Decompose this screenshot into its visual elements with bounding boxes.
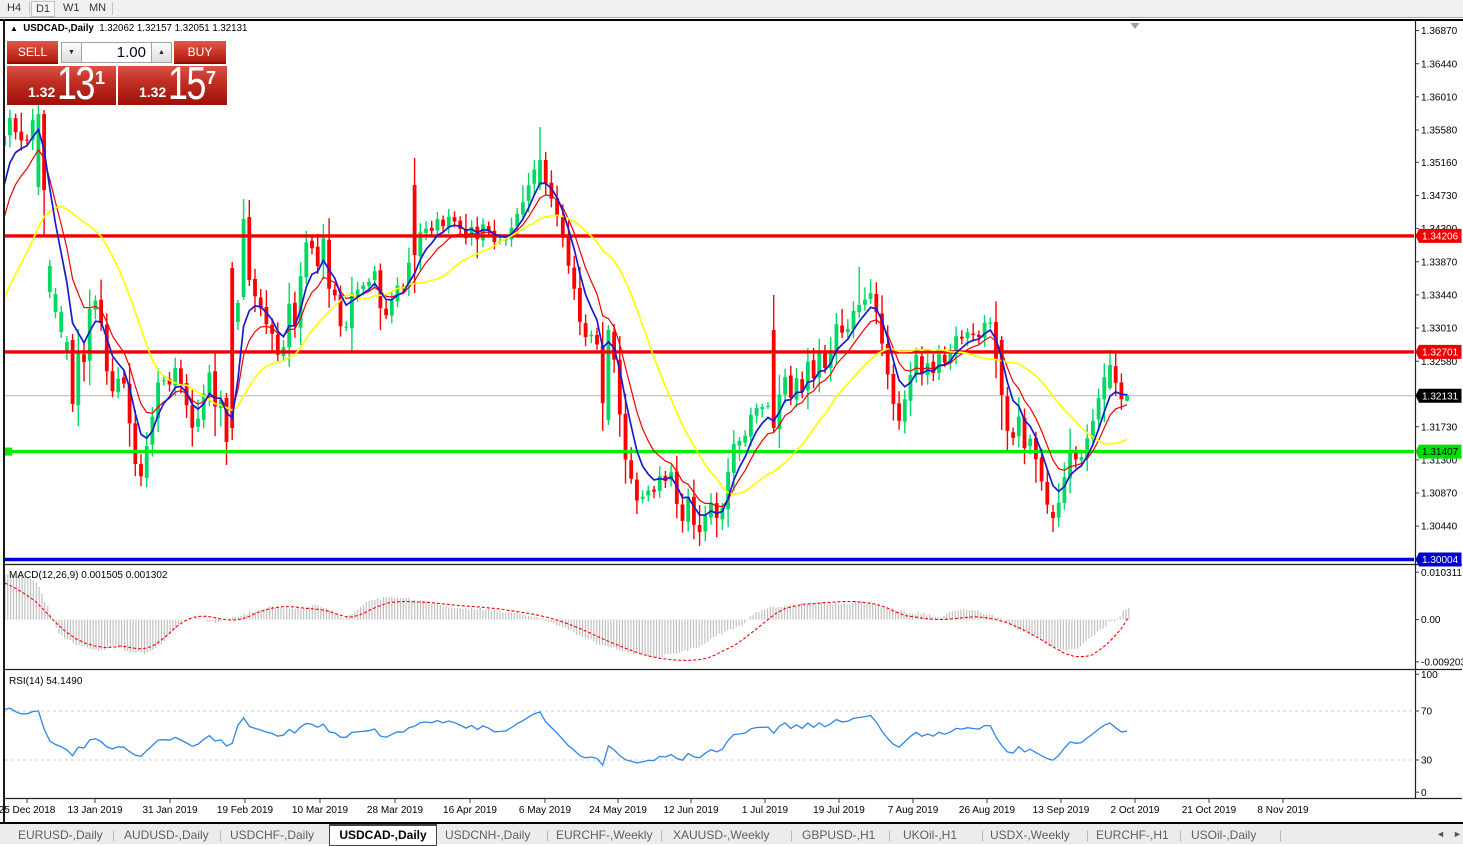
- svg-text:19 Feb 2019: 19 Feb 2019: [217, 805, 274, 816]
- svg-text:1.33440: 1.33440: [1421, 291, 1458, 302]
- svg-text:MACD(12,26,9) 0.001505 0.00130: MACD(12,26,9) 0.001505 0.001302: [9, 570, 168, 581]
- svg-text:16 Apr 2019: 16 Apr 2019: [443, 805, 497, 816]
- svg-text:1.34206: 1.34206: [1422, 232, 1459, 243]
- svg-text:1.36010: 1.36010: [1421, 92, 1458, 103]
- svg-text:-0.009203: -0.009203: [1421, 658, 1463, 669]
- svg-text:70: 70: [1421, 707, 1433, 718]
- svg-text:6 May 2019: 6 May 2019: [519, 805, 572, 816]
- svg-text:0.010311: 0.010311: [1421, 568, 1462, 579]
- svg-text:1.35580: 1.35580: [1421, 126, 1458, 137]
- svg-text:12 Jun 2019: 12 Jun 2019: [663, 805, 718, 816]
- svg-text:1 Jul 2019: 1 Jul 2019: [742, 805, 789, 816]
- svg-text:31 Jan 2019: 31 Jan 2019: [142, 805, 197, 816]
- svg-text:100: 100: [1421, 670, 1438, 681]
- svg-text:10 Mar 2019: 10 Mar 2019: [292, 805, 349, 816]
- svg-text:1.31407: 1.31407: [1422, 447, 1459, 458]
- svg-text:0: 0: [1421, 788, 1427, 799]
- svg-text:28 Mar 2019: 28 Mar 2019: [367, 805, 424, 816]
- svg-text:1.31730: 1.31730: [1421, 422, 1458, 433]
- svg-text:1.33870: 1.33870: [1421, 257, 1458, 268]
- svg-text:1.32701: 1.32701: [1422, 348, 1459, 359]
- svg-text:1.35160: 1.35160: [1421, 158, 1458, 169]
- svg-text:30: 30: [1421, 756, 1433, 767]
- svg-text:26 Aug 2019: 26 Aug 2019: [959, 805, 1016, 816]
- svg-text:1.36440: 1.36440: [1421, 59, 1458, 70]
- svg-text:1.32580: 1.32580: [1421, 357, 1458, 368]
- svg-text:24 May 2019: 24 May 2019: [589, 805, 647, 816]
- svg-text:19 Jul 2019: 19 Jul 2019: [813, 805, 865, 816]
- svg-text:1.36870: 1.36870: [1421, 26, 1458, 37]
- svg-text:13 Sep 2019: 13 Sep 2019: [1033, 805, 1090, 816]
- svg-text:RSI(14) 54.1490: RSI(14) 54.1490: [9, 676, 83, 687]
- svg-text:13 Jan 2019: 13 Jan 2019: [67, 805, 122, 816]
- svg-text:0.00: 0.00: [1421, 615, 1441, 626]
- svg-text:1.30870: 1.30870: [1421, 489, 1458, 500]
- svg-text:2 Oct 2019: 2 Oct 2019: [1111, 805, 1160, 816]
- svg-text:25 Dec 2018: 25 Dec 2018: [0, 805, 56, 816]
- svg-text:7 Aug 2019: 7 Aug 2019: [888, 805, 939, 816]
- svg-text:1.31300: 1.31300: [1421, 456, 1458, 467]
- svg-text:1.30004: 1.30004: [1422, 555, 1459, 566]
- svg-text:8 Nov 2019: 8 Nov 2019: [1257, 805, 1309, 816]
- svg-text:1.30440: 1.30440: [1421, 522, 1458, 533]
- svg-text:1.34730: 1.34730: [1421, 191, 1458, 202]
- svg-text:1.33010: 1.33010: [1421, 324, 1458, 335]
- svg-text:21 Oct 2019: 21 Oct 2019: [1182, 805, 1237, 816]
- svg-text:1.32131: 1.32131: [1422, 391, 1459, 402]
